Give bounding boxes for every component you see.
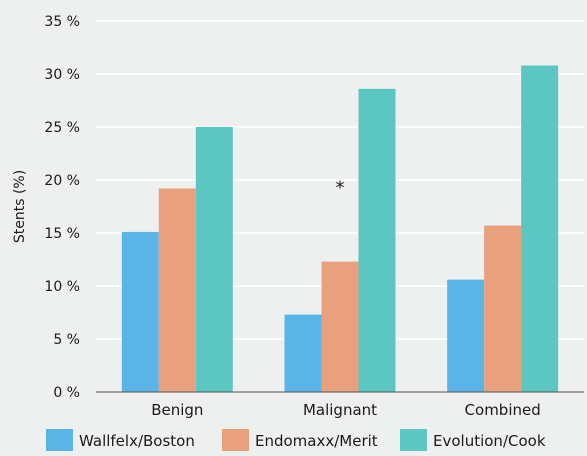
bar bbox=[484, 225, 522, 392]
legend-label: Evolution/Cook bbox=[433, 432, 546, 450]
annotations: * bbox=[336, 177, 345, 198]
y-tick-label: 0 % bbox=[53, 385, 80, 401]
y-tick-label: 25 % bbox=[44, 120, 80, 136]
bar bbox=[447, 279, 485, 392]
y-tick-label: 20 % bbox=[44, 173, 80, 189]
x-category-label: Benign bbox=[151, 401, 203, 419]
legend-swatch bbox=[222, 429, 249, 451]
bar bbox=[158, 188, 196, 392]
legend-swatch bbox=[46, 429, 73, 451]
legend-label: Wallfelx/Boston bbox=[79, 432, 195, 450]
legend: Wallfelx/Boston Endomaxx/Merit Evolution/C… bbox=[46, 429, 546, 451]
bar bbox=[321, 261, 359, 392]
y-axis-title: Stents (%) bbox=[12, 170, 28, 243]
y-tick-label: 10 % bbox=[44, 279, 80, 295]
x-axis-categories: Benign Malignant Combined bbox=[151, 401, 541, 419]
legend-label: Endomaxx/Merit bbox=[255, 432, 378, 450]
y-tick-label: 15 % bbox=[44, 226, 80, 242]
y-tick-label: 35 % bbox=[44, 14, 80, 30]
x-category-label: Malignant bbox=[303, 401, 377, 419]
bar bbox=[284, 314, 322, 392]
bar bbox=[195, 127, 233, 392]
bar bbox=[521, 65, 559, 393]
y-tick-label: 5 % bbox=[53, 332, 80, 348]
significance-marker: * bbox=[336, 177, 345, 198]
legend-swatch bbox=[400, 429, 427, 451]
bar bbox=[121, 231, 159, 392]
y-tick-label: 30 % bbox=[44, 67, 80, 83]
bar bbox=[358, 88, 396, 392]
x-category-label: Combined bbox=[465, 401, 541, 419]
y-axis-ticks: 0 % 5 % 10 % 15 % 20 % 25 % 30 % 35 % bbox=[44, 14, 80, 401]
bars bbox=[121, 65, 559, 393]
